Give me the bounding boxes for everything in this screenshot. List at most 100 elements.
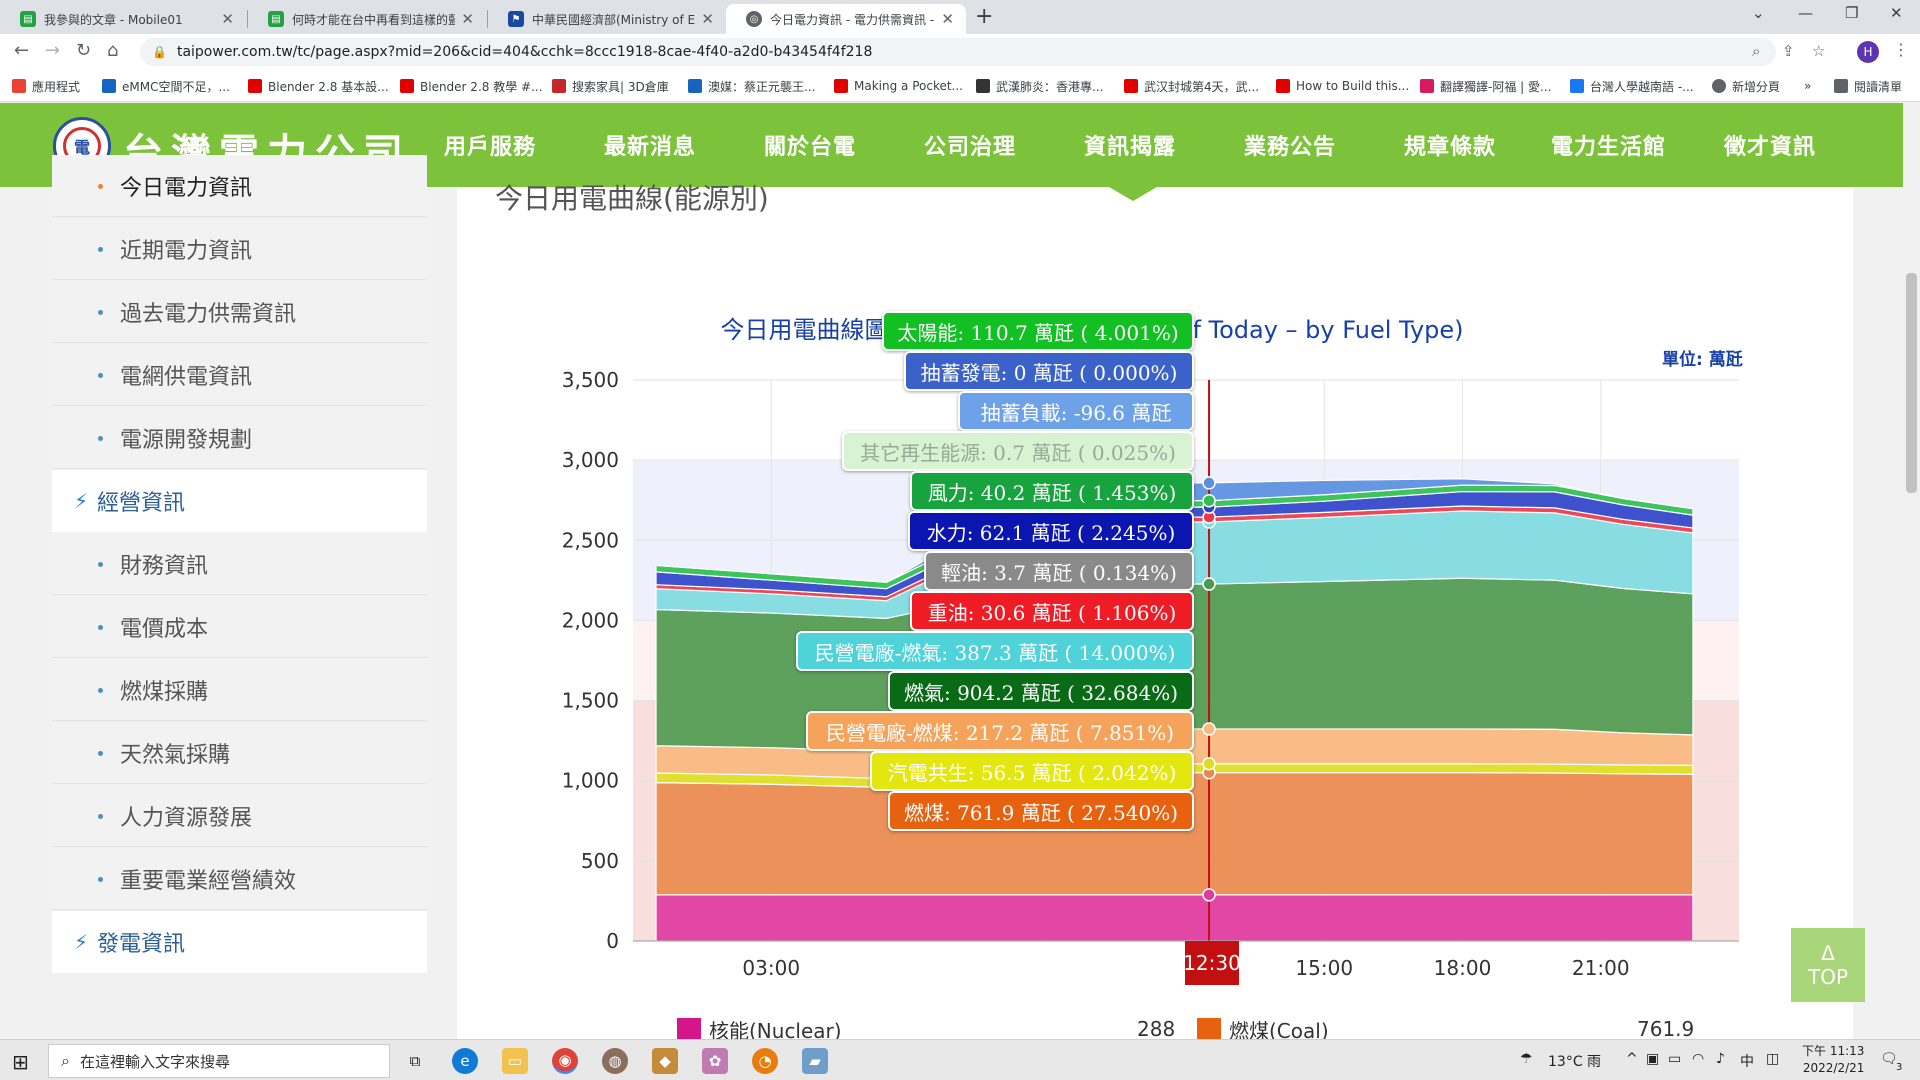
bullet-icon: [98, 814, 103, 819]
scrollbar-thumb[interactable]: [1906, 273, 1917, 493]
sidebar-item[interactable]: 近期電力資訊: [52, 218, 427, 280]
weather-text[interactable]: 13°C 雨: [1548, 1054, 1602, 1070]
notification-icon[interactable]: 🗨: [1880, 1051, 1898, 1067]
tooltip-row: 輕油: 3.7 萬瓩 ( 0.134%): [924, 551, 1194, 591]
edge-icon[interactable]: e: [452, 1048, 478, 1074]
bookmark-item[interactable]: 澳媒：蔡正元襲王...: [688, 76, 815, 96]
reload-icon[interactable]: ↻: [76, 40, 92, 61]
sidebar-category[interactable]: ⚡ 發電資訊: [52, 911, 427, 973]
nav-item[interactable]: 用戶服務: [444, 135, 537, 160]
share-icon[interactable]: ⇪: [1782, 42, 1795, 60]
sidebar-item-label: 經營資訊: [97, 491, 186, 516]
sidebar-item[interactable]: 電價成本: [52, 596, 427, 658]
home-icon[interactable]: ⌂: [107, 40, 119, 61]
bookmark-item[interactable]: 新增分頁: [1712, 76, 1780, 96]
nav-item-active[interactable]: 資訊揭露: [1084, 135, 1177, 160]
app-icon[interactable]: ▰: [802, 1048, 828, 1074]
battery-icon[interactable]: ▭: [1668, 1051, 1682, 1067]
zoom-icon[interactable]: ⌕: [1752, 42, 1761, 60]
file-explorer-icon[interactable]: ▭: [502, 1048, 528, 1074]
active-nav-caret: [1109, 187, 1157, 201]
app-icon[interactable]: ◍: [602, 1048, 628, 1074]
ime-indicator[interactable]: 中: [1740, 1054, 1754, 1070]
bookmark-item[interactable]: 應用程式: [12, 76, 80, 96]
browser-menu-icon[interactable]: ⋮: [1893, 40, 1909, 59]
bookmark-item[interactable]: 武漢肺炎：香港專...: [976, 76, 1103, 96]
address-bar[interactable]: 🔒 taipower.com.tw/tc/page.aspx?mid=206&c…: [140, 38, 1776, 66]
bookmark-item[interactable]: eMMC空間不足，...: [102, 76, 230, 96]
sidebar-item[interactable]: 天然氣採購: [52, 722, 427, 784]
nav-item[interactable]: 電力生活館: [1551, 135, 1667, 160]
reading-list[interactable]: 閱讀清單: [1834, 76, 1902, 96]
volume-icon[interactable]: ♪: [1716, 1051, 1725, 1067]
bookmark-item[interactable]: Blender 2.8 基本設...: [248, 76, 389, 96]
nav-item[interactable]: 最新消息: [604, 135, 697, 160]
close-icon[interactable]: ✕: [221, 10, 234, 28]
app-icon[interactable]: ◆: [652, 1048, 678, 1074]
bookmark-item[interactable]: Blender 2.8 教學 #...: [400, 76, 543, 96]
chrome-icon[interactable]: ◉: [552, 1048, 578, 1074]
search-icon: ⌕: [61, 1051, 70, 1070]
sidebar-item[interactable]: 電網供電資訊: [52, 344, 427, 406]
bookmark-item[interactable]: 台灣人學越南語 -...: [1570, 76, 1694, 96]
taskbar-clock[interactable]: 下午 11:13 2022/2/21: [1802, 1044, 1865, 1075]
task-view-icon[interactable]: ⧉: [409, 1052, 421, 1070]
bookmark-item[interactable]: 翻譯獨譯-阿福 | 愛...: [1420, 76, 1551, 96]
bookmarks-overflow[interactable]: »: [1804, 76, 1811, 96]
close-icon[interactable]: ✕: [701, 10, 714, 28]
browser-tab[interactable]: ▤ 我參與的文章 - Mobile01 ✕: [0, 4, 246, 34]
tooltip-row: 其它再生能源: 0.7 萬瓩 ( 0.025%): [842, 431, 1194, 471]
sidebar-item[interactable]: 燃煤採購: [52, 659, 427, 721]
chart-unit-label: 單位: 萬瓩: [1662, 350, 1743, 370]
nav-item[interactable]: 公司治理: [924, 135, 1017, 160]
app-icon[interactable]: ✿: [702, 1048, 728, 1074]
bookmark-item[interactable]: 搜索家具| 3D倉庫: [552, 76, 669, 96]
tab-search-icon[interactable]: ⌄: [1752, 4, 1765, 22]
browser-tab[interactable]: ⚑ 中華民國經濟部(Ministry of Eco ✕: [488, 4, 726, 34]
restore-icon[interactable]: ❐: [1845, 4, 1859, 22]
weather-icon[interactable]: ☂: [1520, 1051, 1533, 1067]
network-icon[interactable]: ◠: [1692, 1051, 1705, 1067]
device-icon[interactable]: ▣: [1646, 1051, 1660, 1067]
tab-label: 何時才能在台中再看到這樣的藍天: [292, 12, 456, 27]
profile-avatar[interactable]: H: [1857, 41, 1879, 63]
new-tab-button[interactable]: +: [975, 4, 994, 29]
sidebar-item-label: 發電資訊: [97, 932, 186, 957]
sidebar-item-current[interactable]: 今日電力資訊: [52, 155, 427, 217]
nav-item[interactable]: 關於台電: [764, 135, 857, 160]
legend-value: 288: [1137, 1017, 1176, 1041]
sidebar-item[interactable]: 過去電力供需資訊: [52, 281, 427, 343]
bookmark-item[interactable]: Making a Pocket...: [834, 76, 963, 96]
page-scrollbar[interactable]: [1903, 103, 1920, 1039]
nav-item[interactable]: 徵才資訊: [1724, 135, 1817, 160]
close-icon[interactable]: ✕: [941, 10, 954, 28]
nav-item[interactable]: 規章條款: [1404, 135, 1497, 160]
sidebar-item[interactable]: 財務資訊: [52, 533, 427, 595]
bullet-icon: [98, 688, 103, 693]
sidebar-item[interactable]: 人力資源發展: [52, 785, 427, 847]
back-to-top-button[interactable]: Δ TOP: [1791, 928, 1865, 1002]
sidebar-category[interactable]: ⚡ 經營資訊: [52, 470, 427, 532]
browser-tab-active[interactable]: ◎ 今日電力資訊 - 電力供需資訊 - 資 ✕: [726, 4, 966, 34]
sidebar-item[interactable]: 重要電業經營績效: [52, 848, 427, 910]
legend-item[interactable]: 燃煤(Coal): [1197, 1017, 1329, 1043]
close-icon[interactable]: ✕: [461, 10, 474, 28]
back-icon[interactable]: ←: [14, 40, 30, 61]
tray-chevron-icon[interactable]: ^: [1626, 1051, 1638, 1067]
minimize-icon[interactable]: —: [1798, 4, 1813, 22]
forward-icon[interactable]: →: [45, 40, 61, 61]
window-close-icon[interactable]: ✕: [1890, 4, 1903, 22]
browser-tab[interactable]: ▤ 何時才能在台中再看到這樣的藍天 ✕: [248, 4, 486, 34]
taskbar-search-input[interactable]: ⌕ 在這裡輸入文字來搜尋: [48, 1044, 390, 1078]
blender-icon[interactable]: ◔: [752, 1048, 778, 1074]
bookmark-item[interactable]: 武汉封城第4天，武...: [1124, 76, 1259, 96]
bookmark-item[interactable]: How to Build this...: [1276, 76, 1409, 96]
legend-item[interactable]: 核能(Nuclear): [677, 1017, 842, 1043]
sidebar-item[interactable]: 電源開發規劃: [52, 407, 427, 469]
top-label: TOP: [1807, 965, 1849, 989]
ime-mode-icon[interactable]: ◫: [1766, 1051, 1780, 1067]
legend-label: 燃煤(Coal): [1229, 1018, 1329, 1043]
nav-item[interactable]: 業務公告: [1244, 135, 1337, 160]
windows-start-icon[interactable]: ⊞: [12, 1050, 29, 1074]
bookmark-star-icon[interactable]: ☆: [1812, 42, 1826, 60]
